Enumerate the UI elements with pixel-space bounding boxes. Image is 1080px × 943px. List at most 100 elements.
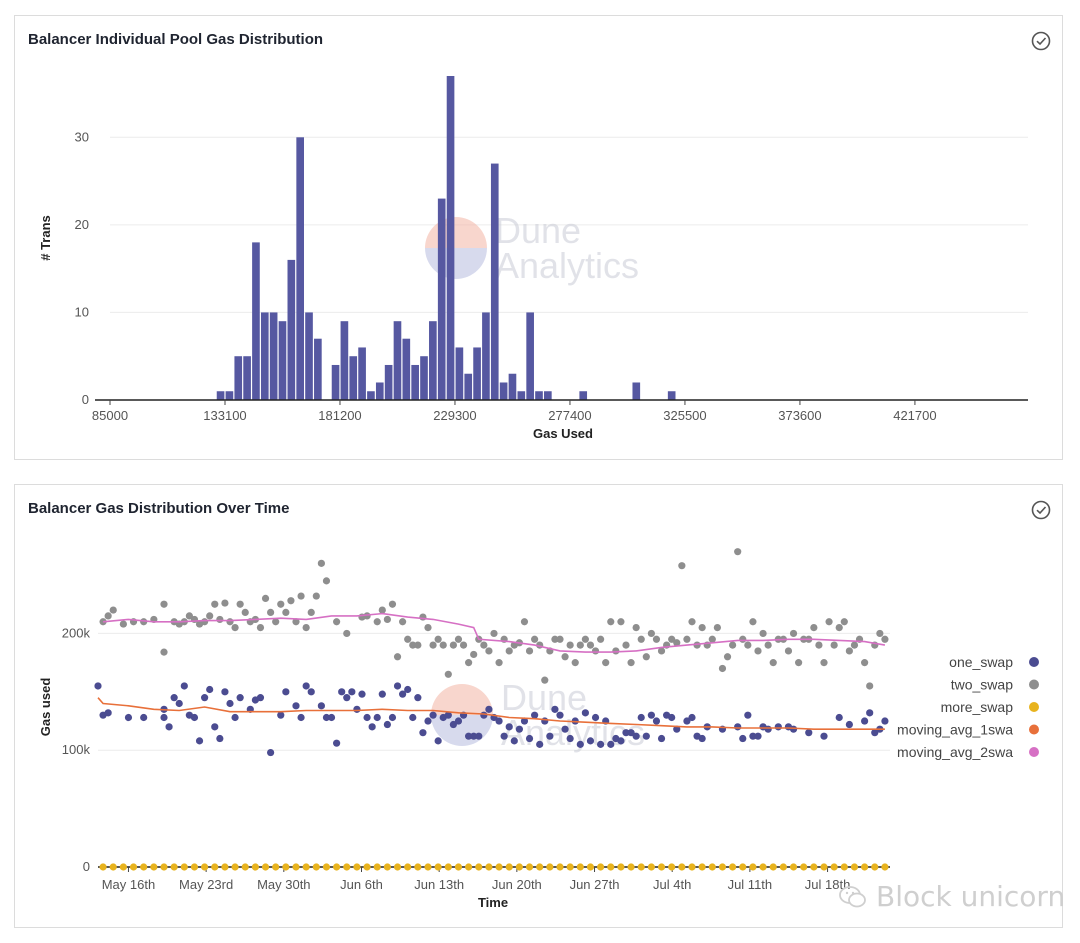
one-swap-point — [94, 682, 102, 690]
more-swap-point — [221, 863, 229, 871]
one-swap-point — [845, 720, 853, 729]
one-swap-point — [495, 717, 503, 725]
two-swap-point — [241, 608, 249, 617]
x-tick-label: Jul 18th — [805, 877, 851, 892]
more-swap-point — [688, 863, 696, 871]
two-swap-point — [231, 623, 239, 632]
two-swap-point — [429, 641, 437, 649]
two-swap-point — [632, 623, 640, 632]
histogram-bar — [446, 76, 455, 400]
one-swap-point — [470, 732, 478, 740]
watermark-word-1: Dune — [495, 210, 581, 251]
two-swap-point — [277, 600, 285, 608]
one-swap-point — [475, 732, 483, 740]
one-swap-point — [597, 740, 605, 748]
more-swap-point — [881, 863, 889, 871]
one-swap-point — [211, 723, 219, 731]
more-swap-point — [789, 863, 798, 871]
y-axis-title: # Trans — [38, 215, 53, 261]
one-swap-point — [454, 717, 463, 725]
one-swap-point — [673, 725, 681, 733]
two-swap-point — [470, 650, 478, 659]
two-swap-point — [104, 612, 112, 620]
two-swap-point — [221, 599, 229, 607]
histogram-bar — [579, 391, 588, 400]
two-swap-point — [160, 600, 168, 608]
histogram-bar — [305, 312, 313, 400]
watermark-logo-bottom — [425, 248, 487, 279]
more-swap-point — [292, 863, 300, 871]
histogram-bar — [632, 382, 641, 400]
more-swap-point — [383, 863, 391, 871]
check-circle-icon[interactable] — [1030, 30, 1052, 52]
legend-label-two-swap: two_swap — [951, 677, 1013, 693]
one-swap-point — [764, 725, 772, 733]
more-swap-point — [556, 863, 564, 871]
two-swap-point — [531, 635, 539, 643]
x-tick-label: Jun 20th — [492, 877, 542, 892]
more-swap-point — [150, 863, 158, 871]
more-swap-point — [718, 863, 727, 871]
histogram-bar — [455, 347, 464, 400]
one-swap-point — [774, 723, 782, 731]
x-tick-label: Jun 27th — [570, 877, 620, 892]
more-swap-point — [282, 863, 290, 871]
two-swap-point — [343, 629, 351, 638]
two-swap-point — [622, 641, 630, 649]
more-swap-point — [363, 863, 371, 871]
two-swap-point — [668, 635, 676, 643]
more-swap-point — [485, 863, 493, 871]
one-swap-point — [190, 713, 199, 722]
one-swap-point — [866, 709, 874, 717]
footer-watermark-text: Block unicorn — [876, 880, 1066, 913]
two-swap-point — [261, 594, 270, 602]
more-swap-point — [637, 863, 645, 871]
y-tick-label: 100k — [62, 742, 91, 757]
more-swap-point — [140, 863, 148, 871]
legend-label-moving-avg-2swa: moving_avg_2swa — [897, 744, 1013, 760]
one-swap-point — [881, 717, 889, 725]
histogram-bar — [411, 364, 419, 400]
one-swap-point — [566, 734, 574, 743]
one-swap-point — [195, 737, 204, 745]
two-swap-point — [444, 670, 452, 678]
one-swap-point — [236, 694, 244, 702]
two-swap-point — [317, 559, 325, 567]
two-swap-point — [297, 592, 305, 600]
histogram-bar — [367, 391, 375, 400]
one-swap-point — [180, 682, 188, 690]
histogram-bar — [526, 312, 534, 400]
more-swap-point — [170, 863, 178, 871]
more-swap-point — [119, 863, 127, 871]
one-swap-point — [657, 734, 666, 743]
one-swap-point — [358, 690, 366, 698]
one-swap-point — [871, 729, 879, 737]
two-swap-point — [119, 620, 127, 628]
one-swap-point — [348, 688, 356, 696]
one-swap-point — [789, 725, 798, 733]
one-swap-point — [668, 713, 676, 722]
two-swap-point — [729, 641, 737, 649]
more-swap-point — [617, 863, 625, 871]
one-swap-point — [388, 713, 397, 722]
one-swap-point — [637, 713, 645, 722]
two-swap-point — [520, 618, 529, 626]
two-swap-point — [688, 618, 696, 626]
two-swap-point — [591, 647, 600, 655]
one-swap-point — [581, 709, 589, 717]
one-swap-point — [221, 688, 229, 696]
y-axis-title: Gas used — [38, 678, 53, 737]
histogram-bar — [225, 391, 234, 400]
histogram-bar — [349, 356, 358, 400]
one-swap-point — [277, 711, 285, 719]
two-swap-point — [307, 608, 315, 617]
two-swap-point — [424, 623, 432, 632]
two-swap-point — [784, 647, 793, 655]
one-swap-point — [627, 729, 635, 737]
more-swap-point — [861, 863, 869, 871]
two-swap-point — [236, 600, 244, 608]
histogram-card: Balancer Individual Pool Gas Distributio… — [14, 15, 1063, 460]
x-tick-label: Jul 4th — [653, 877, 691, 892]
one-swap-point — [465, 732, 473, 740]
check-circle-icon[interactable] — [1030, 499, 1052, 521]
